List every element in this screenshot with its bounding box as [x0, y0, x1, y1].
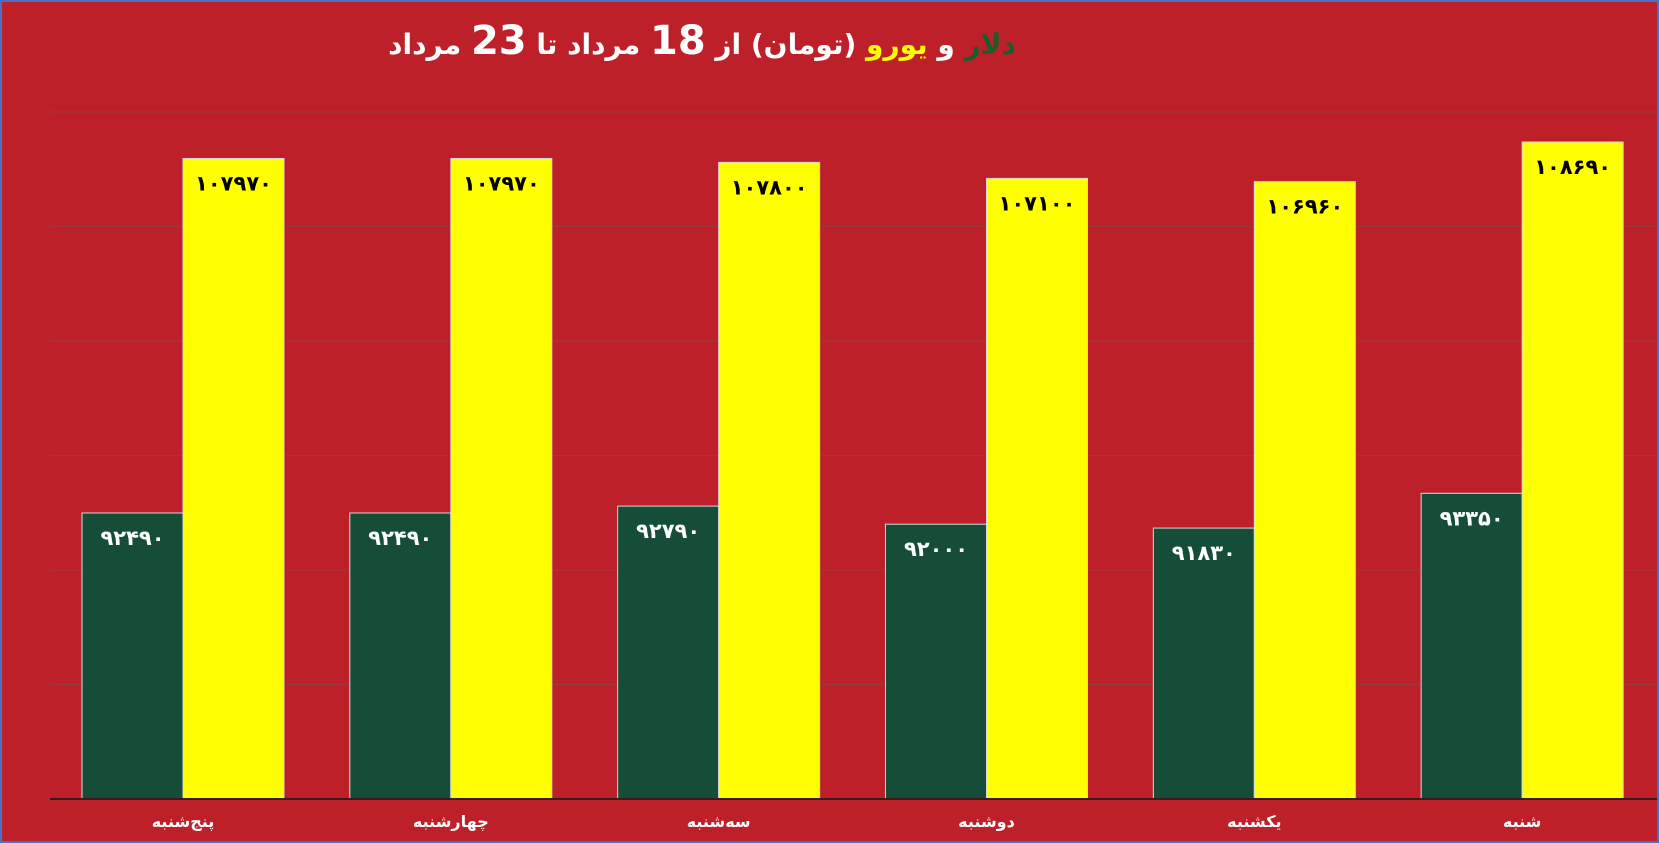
- category-label: یکشنبه: [1227, 812, 1281, 831]
- category-label: دوشنبه: [958, 812, 1015, 831]
- dollar-value-label: ۹۲۰۰۰: [904, 537, 968, 561]
- dollar-bar: [349, 512, 452, 800]
- chart-title: دلار و یورو (تومان) از 18 مرداد تا 23 مر…: [388, 18, 1016, 64]
- title-rest: (تومان) از: [706, 28, 866, 61]
- bar-labels: ۹۲۴۹۰ ۱۰۷۹۷۰ ۹۲۴۹۰ ۱۰۷۹۷۰ ۹۲۷۹۰ ۱۰۷۸۰۰ ۹۲۰۰۰ ۱۰…: [100, 155, 1611, 565]
- dollar-value-label: ۹۲۷۹۰: [636, 519, 700, 543]
- title-dollar: دلار: [963, 28, 1016, 61]
- euro-bar: [450, 157, 553, 800]
- dollar-bar: [81, 512, 184, 800]
- euro-value-label: ۱۰۶۹۶۰: [1266, 195, 1343, 219]
- dollar-bar: [1420, 492, 1523, 800]
- dollar-bar: [617, 505, 720, 800]
- category-label: چهارشنبه: [413, 812, 489, 832]
- category-label: شنبه: [1503, 812, 1542, 831]
- title-euro: یورو: [864, 28, 928, 61]
- grid-lines: [50, 111, 1657, 685]
- euro-bar: [986, 177, 1088, 800]
- euro-value-label: ۱۰۷۸۰۰: [731, 175, 808, 199]
- euro-bar: [718, 161, 821, 800]
- title-to-number: 23: [471, 18, 527, 64]
- euro-bar: [1253, 181, 1356, 800]
- euro-value-label: ۱۰۷۹۷۰: [195, 171, 272, 195]
- euro-bar: [182, 157, 285, 800]
- bars: [81, 141, 1624, 800]
- category-labels: پنج‌شنبه چهارشنبه سه‌شنبه دوشنبه یکشنبه شنبه: [152, 812, 1542, 832]
- euro-value-label: ۱۰۸۶۹۰: [1534, 155, 1611, 179]
- title-month-end: مرداد: [388, 28, 471, 61]
- dollar-value-label: ۹۱۸۳۰: [1172, 541, 1236, 565]
- euro-bar: [1521, 141, 1624, 800]
- category-label: سه‌شنبه: [687, 812, 751, 831]
- euro-value-label: ۱۰۷۱۰۰: [999, 191, 1076, 215]
- dollar-value-label: ۹۲۴۹۰: [368, 526, 432, 550]
- title-from-number: 18: [650, 18, 706, 64]
- dollar-bar: [885, 523, 987, 800]
- title-and: و: [928, 28, 965, 61]
- euro-value-label: ۱۰۷۹۷۰: [463, 171, 540, 195]
- category-label: پنج‌شنبه: [152, 812, 215, 832]
- dollar-value-label: ۹۳۳۵۰: [1440, 506, 1504, 530]
- dollar-bar: [1152, 527, 1255, 800]
- title-month-to: مرداد تا: [527, 28, 650, 61]
- dollar-value-label: ۹۲۴۹۰: [100, 526, 164, 550]
